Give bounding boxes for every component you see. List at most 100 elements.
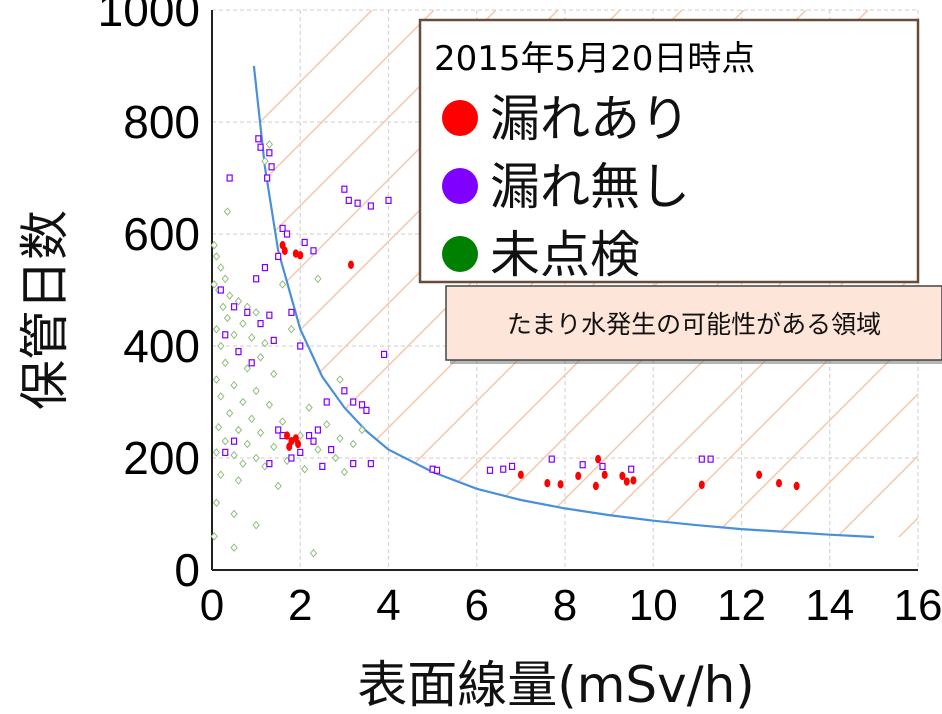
point-uninspected-49 <box>239 459 247 468</box>
point-uninspected-40 <box>243 439 251 449</box>
point-no-leak-32 <box>358 401 366 409</box>
hatch-line <box>253 10 497 537</box>
point-uninspected-67 <box>336 375 344 384</box>
point-no-leak-22 <box>266 311 273 319</box>
legend-label-1: 漏れ無し <box>490 158 690 216</box>
annotation-box: たまり水発生の可能性がある領域 <box>445 285 942 364</box>
point-no-leak-56 <box>698 455 705 463</box>
point-no-leak-23 <box>288 308 295 316</box>
point-uninspected-11 <box>223 313 232 323</box>
point-uninspected-6 <box>225 291 234 300</box>
point-leak-21 <box>756 470 763 479</box>
point-uninspected-28 <box>265 400 274 410</box>
hatch-line <box>253 10 435 537</box>
point-uninspected-69 <box>210 532 218 541</box>
point-no-leak-17 <box>253 275 260 283</box>
y-tick-label-0: 0 <box>174 544 200 596</box>
point-no-leak-54 <box>599 462 606 470</box>
point-leak-18 <box>623 477 630 486</box>
point-uninspected-68 <box>358 425 366 435</box>
data-points <box>210 135 800 558</box>
point-uninspected-24 <box>230 380 238 390</box>
curve-line <box>252 65 874 539</box>
legend-marker-0 <box>442 100 478 136</box>
annotation-panel <box>445 285 942 361</box>
point-uninspected-55 <box>274 481 282 491</box>
point-uninspected-26 <box>217 392 225 401</box>
point-uninspected-41 <box>270 442 278 452</box>
point-uninspected-58 <box>252 520 260 530</box>
x-tick-label-7: 14 <box>805 581 854 630</box>
hatch-line <box>741 10 918 537</box>
point-uninspected-31 <box>248 414 256 424</box>
point-uninspected-65 <box>314 274 322 284</box>
point-leak-22 <box>776 479 783 488</box>
point-no-leak-49 <box>486 466 494 474</box>
point-uninspected-29 <box>305 403 313 412</box>
point-no-leak-15 <box>275 252 282 260</box>
point-uninspected-30 <box>225 408 234 418</box>
point-uninspected-4 <box>210 280 218 289</box>
legend-label-0: 漏れあり <box>490 90 690 148</box>
point-no-leak-42 <box>266 460 273 468</box>
point-no-leak-21 <box>257 320 264 328</box>
point-no-leak-35 <box>305 432 313 440</box>
point-uninspected-1 <box>212 252 221 261</box>
x-tick-label-1: 2 <box>288 581 312 630</box>
point-no-leak-2 <box>266 149 273 157</box>
point-no-leak-12 <box>283 230 291 238</box>
point-no-leak-6 <box>341 185 348 193</box>
point-no-leak-9 <box>367 202 374 210</box>
point-no-leak-55 <box>628 465 635 473</box>
point-no-leak-53 <box>579 461 586 469</box>
point-uninspected-16 <box>261 338 269 348</box>
point-leak-4 <box>347 260 354 269</box>
point-no-leak-5 <box>226 174 233 182</box>
point-no-leak-45 <box>350 460 357 468</box>
point-uninspected-25 <box>252 386 260 396</box>
point-no-leak-26 <box>297 342 304 350</box>
point-uninspected-42 <box>314 445 322 454</box>
hatch-line <box>679 10 918 537</box>
x-tick-label-4: 8 <box>553 581 577 630</box>
point-leak-16 <box>592 481 599 491</box>
point-leak-19 <box>630 476 637 485</box>
point-no-leak-4 <box>264 174 271 182</box>
x-tick-label-3: 6 <box>465 581 489 630</box>
point-no-leak-20 <box>244 308 251 316</box>
legend-marker-1 <box>442 168 478 204</box>
point-no-leak-43 <box>288 454 295 462</box>
point-uninspected-19 <box>256 352 265 362</box>
point-no-leak-16 <box>261 264 269 272</box>
point-uninspected-32 <box>278 417 287 426</box>
point-uninspected-57 <box>230 509 238 519</box>
point-no-leak-8 <box>354 199 361 207</box>
point-uninspected-23 <box>212 375 221 384</box>
point-uninspected-54 <box>234 476 243 485</box>
legend-title: 2015年5月20日時点 <box>434 39 755 79</box>
point-no-leak-59 <box>297 448 304 456</box>
point-no-leak-25 <box>270 336 277 344</box>
hatch-line <box>253 10 373 537</box>
x-tick-labels: 0 2 4 6 8 10 12 14 16 <box>200 581 942 630</box>
point-no-leak-19 <box>230 303 238 311</box>
point-no-leak-57 <box>707 455 714 463</box>
point-no-leak-48 <box>433 466 441 474</box>
point-leak-8 <box>286 442 293 451</box>
point-no-leak-27 <box>235 348 242 356</box>
x-tick-label-2: 4 <box>376 581 400 630</box>
point-uninspected-20 <box>221 358 229 368</box>
point-uninspected-33 <box>323 420 331 429</box>
y-tick-label-3: 600 <box>123 208 200 260</box>
point-uninspected-34 <box>214 422 223 432</box>
point-no-leak-3 <box>268 163 275 171</box>
x-tick-label-8: 16 <box>894 581 942 630</box>
point-uninspected-21 <box>243 364 251 373</box>
point-uninspected-51 <box>301 464 309 474</box>
point-uninspected-27 <box>239 397 247 407</box>
point-uninspected-63 <box>261 156 269 166</box>
point-uninspected-53 <box>217 470 225 480</box>
point-no-leak-46 <box>367 460 374 468</box>
